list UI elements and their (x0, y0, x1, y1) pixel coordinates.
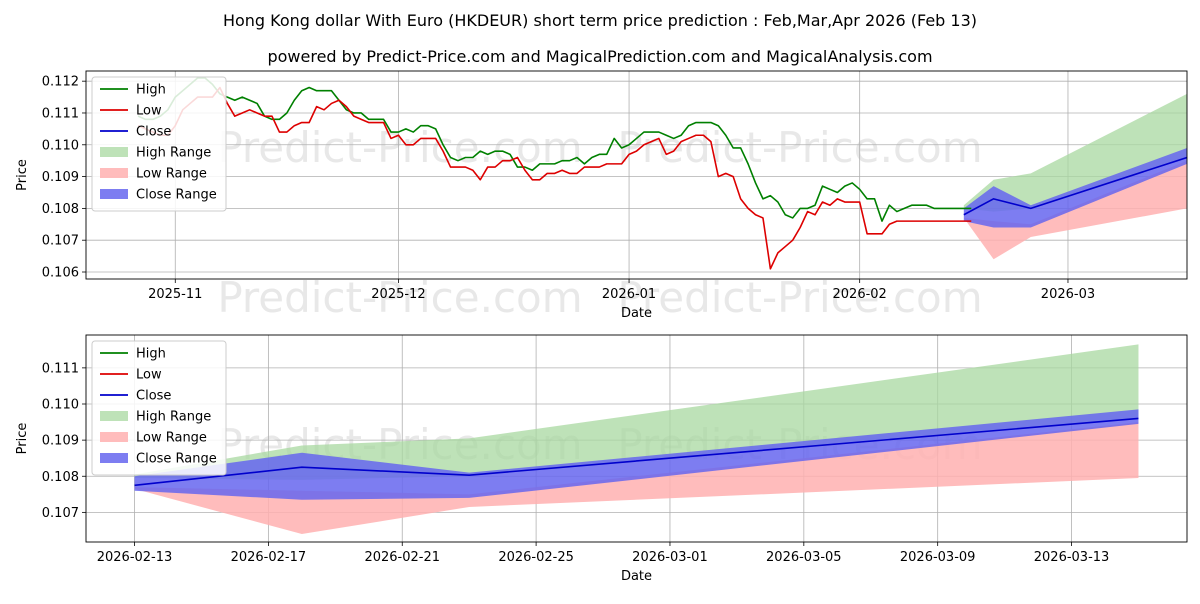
y-tick-label-bottom-0: 0.107 (42, 506, 79, 521)
y-axis-label-top: Price (15, 159, 30, 191)
legend-label-bottom-1: Low (136, 368, 162, 383)
y-tick-label-top-4: 0.110 (42, 138, 79, 153)
x-tick-label-bottom-1: 2026-02-17 (231, 550, 307, 565)
close-range-band-bottom (134, 409, 1139, 500)
plot-area-bottom (86, 335, 1187, 542)
y-axis-label-bottom: Price (15, 423, 30, 455)
x-tick-label-top-4: 2026-03 (1041, 287, 1095, 302)
watermark-top-1: Predict-Price.com (617, 123, 982, 172)
watermark-top-3: Predict-Price.com (617, 273, 982, 322)
low-line-top (137, 86, 972, 270)
legend-swatch-bottom-5 (100, 453, 128, 463)
y-tick-label-bottom-3: 0.110 (42, 398, 79, 413)
legend-bottom: High Low Close High Range Low Range Close Ran… (91, 340, 227, 476)
x-tick-label-bottom-6: 2026-03-09 (900, 550, 976, 565)
legend-label-bottom-2: Close (136, 389, 171, 404)
panel-top: Predict-Price.com Predict-Price.com Predic… (15, 70, 1188, 322)
x-tick-label-bottom-3: 2026-02-25 (498, 550, 574, 565)
legend-label-top-4: Low Range (136, 167, 207, 182)
x-tick-label-bottom-5: 2026-03-05 (766, 550, 842, 565)
legend-swatch-bottom-3 (100, 411, 128, 421)
x-tick-label-top-3: 2026-02 (833, 287, 887, 302)
x-tick-label-top-0: 2025-11 (148, 287, 202, 302)
x-axis-label-top: Date (621, 306, 652, 321)
legend-label-bottom-4: Low Range (136, 431, 207, 446)
y-tick-label-bottom-2: 0.109 (42, 434, 79, 449)
plot-area-top (86, 71, 1187, 279)
y-tick-label-top-6: 0.112 (42, 75, 79, 90)
legend-top: High Low Close High Range Low Range Close Ran… (91, 76, 227, 212)
legend-swatch-top-5 (100, 189, 128, 199)
watermark-top-2: Predict-Price.com (217, 273, 582, 322)
x-tick-label-bottom-2: 2026-02-21 (364, 550, 440, 565)
legend-swatch-top-3 (100, 147, 128, 157)
legend-label-top-2: Close (136, 125, 171, 140)
chart-subtitle: powered by Predict-Price.com and Magical… (267, 47, 932, 66)
y-tick-label-top-1: 0.107 (42, 234, 79, 249)
legend-swatch-top-4 (100, 168, 128, 178)
legend-label-top-0: High (136, 83, 166, 98)
high-range-band-bottom (134, 344, 1139, 480)
legend-label-top-1: Low (136, 104, 162, 119)
x-tick-label-top-2: 2026-01 (602, 287, 656, 302)
legend-label-bottom-3: High Range (136, 410, 211, 425)
legend-swatch-bottom-4 (100, 432, 128, 442)
legend-label-top-3: High Range (136, 146, 211, 161)
close-line-bottom (134, 417, 1139, 487)
y-tick-label-top-5: 0.111 (42, 106, 79, 121)
y-tick-label-top-3: 0.109 (42, 170, 79, 185)
axes-frame-bottom (85, 334, 1188, 543)
x-tick-label-bottom-0: 2026-02-13 (97, 550, 173, 565)
x-tick-label-bottom-7: 2026-03-13 (1034, 550, 1110, 565)
close-line-top (963, 156, 1187, 216)
x-tick-label-bottom-4: 2026-03-01 (632, 550, 708, 565)
y-tick-label-top-0: 0.106 (42, 266, 79, 281)
panel-bottom: Predict-Price.comPredict-Price.com2026-0… (15, 334, 1188, 584)
close-range-band-top (963, 147, 1187, 228)
watermark-top-0: Predict-Price.com (217, 123, 582, 172)
legend-label-bottom-0: High (136, 347, 166, 362)
axes-frame-top (85, 70, 1188, 280)
y-tick-label-bottom-1: 0.108 (42, 470, 79, 485)
high-line-top (137, 77, 972, 222)
legend-label-bottom-5: Close Range (136, 452, 217, 467)
chart-title: Hong Kong dollar With Euro (HKDEUR) shor… (223, 11, 977, 30)
y-tick-label-top-2: 0.108 (42, 202, 79, 217)
x-axis-label-bottom: Date (621, 569, 652, 584)
x-tick-label-top-1: 2025-12 (371, 287, 425, 302)
legend-label-top-5: Close Range (136, 188, 217, 203)
high-range-band-top (963, 93, 1187, 212)
y-tick-label-bottom-4: 0.111 (42, 361, 79, 376)
